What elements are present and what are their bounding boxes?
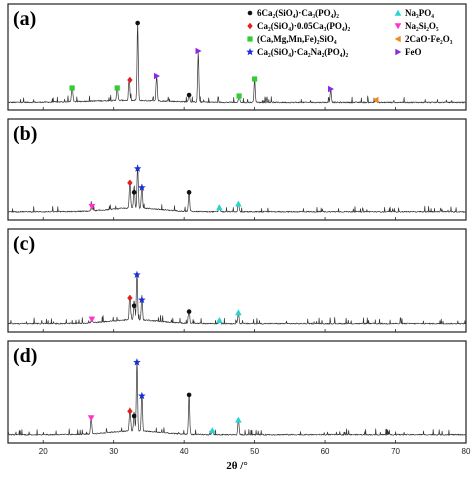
panel-2: (b): [7, 118, 467, 221]
legend-marker-c2f: [394, 35, 401, 43]
phase-marker-c2s005: [127, 179, 133, 187]
x-tick-label: 70: [391, 447, 400, 456]
phase-marker-c2sc3p: [135, 20, 140, 26]
phase-marker-na3po4: [235, 200, 242, 207]
legend-label: Ca₂(SiO₄)·Ca₂Na₂(PO₄)₂: [257, 47, 348, 57]
legend-label: Na₃PO₄: [405, 8, 434, 18]
legend-item-feo: FeO: [395, 47, 422, 57]
x-axis-label: 2θ /°: [226, 460, 247, 472]
phase-marker-na2si2o5: [88, 203, 96, 210]
phase-marker-c2sc3p: [186, 190, 192, 195]
panel-4: (d): [7, 340, 467, 444]
phase-marker-c2sc3p: [186, 309, 192, 314]
legend-item-c2s005: Ca₂(SiO₄)·0.05Ca₃(PO₄)₂: [247, 21, 351, 31]
phase-marker-na3po4: [235, 416, 242, 423]
legend-item-c2scnp: Ca₂(SiO₄)·Ca₂Na₂(PO₄)₂: [246, 47, 348, 57]
legend-item-olivine: (Ca,Mg,Mn,Fe)₂SiO₄: [247, 34, 337, 44]
legend-label: FeO: [405, 47, 422, 57]
phase-marker-c2scnp: [133, 270, 141, 278]
phase-marker-na3po4: [216, 204, 223, 211]
panel-label: (a): [13, 8, 36, 30]
xrd-trace: [8, 164, 466, 213]
legend-marker-na2si2o5: [394, 23, 402, 30]
x-tick-label: 20: [39, 447, 48, 456]
legend-item-c2f: 2CaO·Fe₂O₃: [394, 34, 453, 44]
x-tick-label: 50: [250, 447, 259, 456]
phase-marker-c2scnp: [133, 358, 141, 366]
phase-marker-na3po4: [235, 309, 242, 316]
legend-label: (Ca,Mg,Mn,Fe)₂SiO₄: [257, 34, 337, 44]
panel-3: (c): [7, 228, 467, 333]
legend-marker-c2s005: [247, 22, 253, 30]
phase-marker-c2scnp: [133, 164, 142, 172]
panel-frame: [7, 228, 467, 333]
phase-marker-olivine: [236, 93, 242, 99]
phase-marker-na2si2o5: [87, 415, 95, 422]
phase-marker-na2si2o5: [88, 316, 96, 323]
phase-marker-c2scnp: [138, 391, 146, 400]
panel-1: (a): [7, 3, 467, 111]
legend-marker-c2sc3p: [247, 10, 253, 16]
phase-marker-olivine: [69, 85, 75, 91]
legend-item-na3po4: Na₃PO₄: [394, 8, 434, 18]
panel-label: (c): [13, 233, 35, 255]
legend-item-c2sc3p: 6Ca₂(SiO₄)·Ca₃(PO₄)₂: [247, 8, 339, 18]
phase-marker-c2scnp: [138, 295, 146, 304]
panel-frame: [7, 118, 467, 221]
phase-marker-na3po4: [216, 317, 223, 323]
phase-marker-c2f: [372, 96, 379, 104]
phase-marker-c2sc3p: [131, 303, 137, 309]
legend-marker-na3po4: [394, 9, 402, 16]
xrd-trace: [8, 271, 466, 325]
phase-marker-olivine: [252, 76, 258, 82]
x-tick-label: 30: [109, 447, 118, 456]
phase-marker-c2s005: [127, 407, 133, 415]
panels-group: (a) (b) (c) (d): [7, 3, 467, 444]
panel-label: (b): [13, 123, 37, 145]
legend-label: 6Ca₂(SiO₄)·Ca₃(PO₄)₂: [257, 8, 339, 18]
x-tick-label: 80: [462, 447, 471, 456]
phase-marker-c2sc3p: [186, 392, 192, 398]
phase-marker-c2sc3p: [186, 92, 192, 98]
legend-marker-feo: [395, 48, 402, 56]
x-tick-label: 40: [180, 447, 189, 456]
phase-marker-c2sc3p: [131, 190, 137, 195]
xrd-trace: [8, 22, 466, 104]
phase-marker-na3po4: [209, 427, 216, 434]
phase-marker-feo: [195, 47, 202, 55]
legend-label: Na₂Si₂O₅: [405, 21, 439, 31]
legend: 6Ca₂(SiO₄)·Ca₃(PO₄)₂ Na₃PO₄ Ca₂(SiO₄)·0.05…: [246, 8, 453, 57]
phase-marker-c2s005: [127, 76, 133, 84]
panel-frame: [7, 340, 467, 444]
phase-marker-feo: [153, 72, 160, 80]
legend-marker-olivine: [247, 36, 253, 42]
x-tick-label: 60: [321, 447, 330, 456]
x-axis-ticks: 20 30 40 50 60 70 80: [39, 447, 471, 456]
legend-label: 2CaO·Fe₂O₃: [405, 34, 453, 44]
phase-marker-c2scnp: [138, 183, 146, 191]
phase-marker-olivine: [114, 85, 120, 91]
legend-item-na2si2o5: Na₂Si₂O₅: [394, 21, 439, 31]
panel-frame: [7, 3, 467, 111]
phase-marker-feo: [328, 85, 335, 93]
phase-marker-c2sc3p: [131, 413, 137, 419]
xrd-trace: [8, 358, 466, 436]
legend-marker-c2scnp: [246, 48, 254, 56]
panel-label: (d): [13, 345, 37, 367]
phase-marker-c2s005: [127, 294, 133, 302]
legend-label: Ca₂(SiO₄)·0.05Ca₃(PO₄)₂: [257, 21, 351, 31]
